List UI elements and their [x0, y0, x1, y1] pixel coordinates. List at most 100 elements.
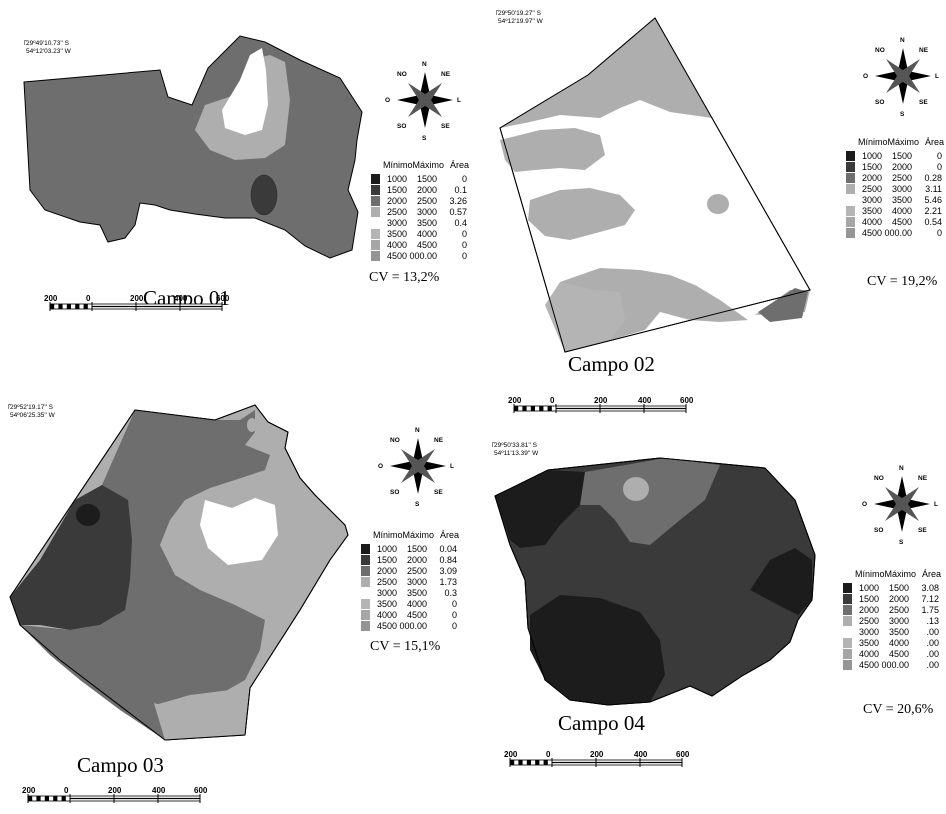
legend-header-area: Área [440, 530, 460, 540]
legend-min: 1000 [858, 583, 879, 593]
scale-bar-segment [58, 304, 63, 309]
coord-lat: 29º52'19.17'' S [10, 404, 53, 411]
scale-bar: 200 0 200 400 600 [504, 750, 690, 767]
compass-no: NO [875, 47, 885, 54]
compass-o: O [863, 73, 868, 80]
legend-max: 3000 [406, 577, 427, 587]
scale-label: 400 [152, 786, 166, 795]
legend-area: .13 [926, 616, 939, 626]
legend-area: 0.04 [439, 544, 457, 554]
legend-row: 2500 3000 .13 [843, 616, 943, 627]
legend-row: 4500 000.00 0 [371, 251, 471, 262]
legend-max: 4500 [888, 649, 909, 659]
coord-label-campo01: ┌ 29º49'10.73'' S 54º12'03.23'' W [22, 38, 71, 55]
legend-row: 1500 2000 0 [846, 162, 946, 173]
legend-max: 3000 [888, 616, 909, 626]
legend-header-max: Máximo [884, 569, 917, 579]
legend-min: 2500 [386, 207, 407, 217]
legend-swatch [843, 583, 852, 593]
legend-area: 3.09 [439, 566, 457, 576]
legend-min: 3500 [858, 638, 879, 648]
legend-min: 3500 [386, 229, 407, 239]
scale-label: 0 [550, 396, 555, 405]
legend-swatch [846, 206, 855, 216]
legend-max: 4500 [416, 240, 437, 250]
legend-max: 3500 [416, 218, 437, 228]
legend-min: 2500 [376, 577, 397, 587]
compass-l: L [934, 501, 938, 508]
legend-swatch [371, 218, 380, 228]
legend-area: 0 [451, 610, 457, 620]
compass-o: O [385, 97, 390, 104]
legend-area: 0 [461, 229, 467, 239]
campo01-cv: CV = 13,2% [369, 270, 440, 285]
legend-area: 0 [461, 251, 467, 261]
legend-swatch [843, 616, 852, 626]
legend-area: 0 [461, 240, 467, 250]
legend-max: 3500 [891, 195, 912, 205]
legend-swatch [846, 228, 855, 238]
legend-area: 0 [936, 162, 942, 172]
scale-bar-segment [83, 304, 88, 309]
compass-no: NO [874, 475, 884, 482]
legend-header-max: Máximo [887, 137, 920, 147]
legend-area: 0.57 [449, 207, 467, 217]
compass-so: SO [874, 527, 883, 534]
legend-min: 1000 [861, 151, 882, 161]
scale-label: 400 [638, 396, 652, 405]
legend-max: 000.00 [881, 660, 909, 670]
scale-bar-segment [514, 406, 519, 411]
coord-label-campo03: ┌ 29º52'19.17'' S 54º06'25.35'' W [6, 402, 55, 419]
legend-row: 1500 2000 0.1 [371, 185, 471, 196]
compass-se: SE [434, 489, 443, 496]
legend-area: 0 [936, 228, 942, 238]
legend-max: 4500 [406, 610, 427, 620]
scale-bar-segment [547, 406, 552, 411]
legend-row: 1000 1500 0.04 [361, 544, 461, 555]
legend-area: 0 [451, 621, 457, 631]
scale-label: 400 [174, 294, 188, 303]
scale-label: 0 [546, 750, 551, 759]
scale-bar-segment [535, 760, 540, 765]
compass-so: SO [397, 123, 406, 130]
compass-s: S [422, 135, 427, 142]
legend-max: 2000 [891, 162, 912, 172]
compass-s: S [900, 111, 905, 118]
legend-swatch [846, 195, 855, 205]
compass-so: SO [875, 99, 884, 106]
legend-row: 2000 2500 0.28 [846, 173, 946, 184]
legend-min: 3000 [858, 627, 879, 637]
legend-swatch [361, 544, 370, 554]
legend-swatch [846, 151, 855, 161]
coord-label-campo02: ┌ 29º50'19.27'' S 54º12'19.97'' W [494, 8, 543, 25]
legend-row: 4500 000.00 0 [361, 621, 461, 632]
legend-min: 1500 [858, 594, 879, 604]
legend-swatch [361, 599, 370, 609]
legend-row: 3500 4000 2.21 [846, 206, 946, 217]
scale-bar-segment [539, 406, 544, 411]
scale-bar-segment [50, 304, 55, 309]
scale-label: 600 [194, 786, 208, 795]
scale-label: 200 [590, 750, 604, 759]
compass-ne: NE [441, 71, 451, 78]
legend-row: 3000 3500 .00 [843, 627, 943, 638]
campo03-title: Campo 03 [77, 753, 164, 777]
compass-no: NO [390, 437, 400, 444]
legend-row: 3000 3500 5.46 [846, 195, 946, 206]
legend-area: 3.26 [449, 196, 467, 206]
coord-lon: 54º12'03.23'' W [26, 47, 71, 55]
legend-swatch [371, 251, 380, 261]
legend-row: 3000 3500 0.4 [371, 218, 471, 229]
legend-row: 4000 4500 0 [371, 240, 471, 251]
legend-min: 3000 [861, 195, 882, 205]
legend-swatch [843, 605, 852, 615]
legend-min: 3500 [861, 206, 882, 216]
legend-swatch [843, 594, 852, 604]
legend-max: 1500 [416, 174, 437, 184]
legend-swatch [361, 588, 370, 598]
compass-o: O [378, 463, 383, 470]
legend-swatch [371, 174, 380, 184]
legend-min: 2000 [386, 196, 407, 206]
legend-row: 1500 2000 0.84 [361, 555, 461, 566]
compass-ne: NE [434, 437, 444, 444]
